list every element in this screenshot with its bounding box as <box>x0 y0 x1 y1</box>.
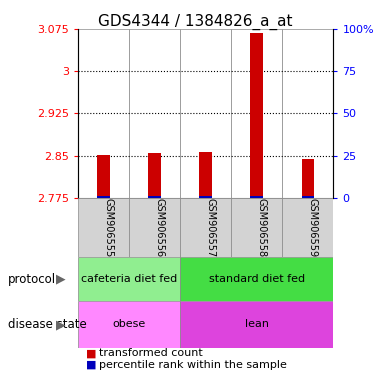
Bar <box>129 29 180 198</box>
Text: standard diet fed: standard diet fed <box>209 274 305 285</box>
Bar <box>231 29 282 198</box>
Bar <box>301 159 314 198</box>
Text: lean: lean <box>245 319 269 329</box>
Bar <box>250 33 263 198</box>
Text: GSM906555: GSM906555 <box>104 198 113 257</box>
Bar <box>97 196 110 198</box>
Bar <box>97 155 110 198</box>
Bar <box>301 196 314 198</box>
Text: GSM906556: GSM906556 <box>154 198 165 257</box>
Bar <box>250 195 263 198</box>
Bar <box>282 29 333 198</box>
Text: ▶: ▶ <box>56 318 65 331</box>
Text: GSM906558: GSM906558 <box>257 198 267 257</box>
Text: ▶: ▶ <box>56 273 65 286</box>
Bar <box>129 198 180 257</box>
Text: GDS4344 / 1384826_a_at: GDS4344 / 1384826_a_at <box>98 13 292 30</box>
Bar <box>78 257 180 301</box>
Bar <box>78 301 180 348</box>
Bar <box>199 196 212 198</box>
Text: GSM906559: GSM906559 <box>308 198 318 257</box>
Bar <box>231 198 282 257</box>
Bar <box>180 257 333 301</box>
Text: ■: ■ <box>86 348 96 358</box>
Bar <box>148 153 161 198</box>
Text: cafeteria diet fed: cafeteria diet fed <box>81 274 177 285</box>
Bar <box>199 152 212 198</box>
Text: disease state: disease state <box>8 318 87 331</box>
Text: protocol: protocol <box>8 273 56 286</box>
Bar <box>78 198 129 257</box>
Bar <box>148 196 161 198</box>
Bar <box>282 198 333 257</box>
Text: obese: obese <box>112 319 146 329</box>
Text: percentile rank within the sample: percentile rank within the sample <box>99 360 287 370</box>
Bar <box>78 29 129 198</box>
Bar <box>180 301 333 348</box>
Text: transformed count: transformed count <box>99 348 203 358</box>
Text: ■: ■ <box>86 360 96 370</box>
Text: GSM906557: GSM906557 <box>206 198 216 257</box>
Bar <box>180 198 231 257</box>
Bar <box>180 29 231 198</box>
